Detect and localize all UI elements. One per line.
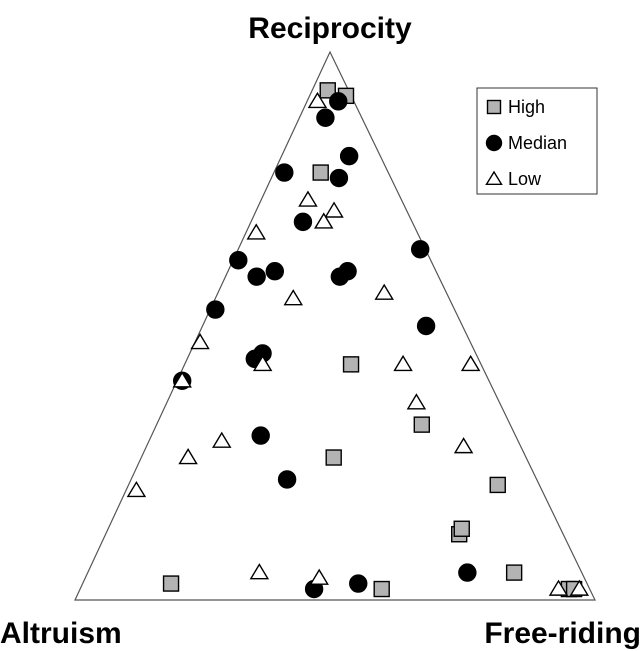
circle-marker: [330, 267, 350, 286]
circle-marker: [293, 212, 313, 232]
triangle-marker: [298, 190, 318, 207]
triangle-marker: [393, 354, 413, 372]
square-marker: [325, 449, 342, 466]
circle-marker: [206, 300, 225, 319]
circle-marker: [316, 108, 335, 127]
triangle-marker: [307, 91, 328, 109]
triangle-marker: [212, 431, 232, 448]
legend-marker: [486, 99, 502, 115]
triangle-marker: [246, 223, 266, 240]
circle-marker: [251, 426, 270, 445]
circle-marker: [277, 470, 297, 489]
circle-marker: [275, 163, 294, 182]
triangle-frame: [74, 50, 596, 601]
square-marker: [342, 356, 360, 373]
square-marker: [489, 476, 506, 494]
circle-marker: [329, 168, 349, 188]
circle-marker: [458, 563, 477, 582]
triangle-marker: [249, 563, 270, 580]
triangle-marker: [569, 579, 590, 596]
square-marker: [373, 580, 390, 598]
square-marker: [453, 520, 470, 537]
top-vertex-label: Reciprocity: [248, 12, 412, 45]
circle-marker: [349, 574, 368, 593]
circle-marker: [329, 92, 348, 111]
triangle-marker: [453, 437, 474, 454]
triangle-marker: [406, 393, 427, 410]
square-marker: [319, 82, 336, 99]
triangle-marker: [126, 480, 147, 498]
legend-label: Median: [508, 133, 567, 153]
legend: High Median Low: [476, 87, 598, 195]
points: [126, 82, 590, 599]
legend-label: Low: [508, 169, 542, 189]
triangle-marker: [309, 568, 329, 585]
triangle-marker: [374, 283, 394, 300]
legend-marker: [485, 170, 503, 185]
circle-marker: [229, 251, 248, 270]
left-vertex-label: Altruism: [0, 617, 122, 650]
triangle-marker: [252, 354, 273, 372]
circle-marker: [247, 267, 266, 286]
square-marker: [162, 575, 180, 592]
legend-marker: [485, 134, 503, 152]
legend-label: High: [508, 97, 545, 117]
triangle-marker: [460, 354, 481, 372]
triangle-marker: [178, 448, 198, 465]
square-marker: [312, 164, 329, 181]
triangle-marker: [314, 212, 334, 229]
circle-marker: [339, 146, 359, 166]
circle-marker: [265, 262, 284, 281]
circle-marker: [416, 316, 436, 336]
square-marker: [413, 416, 430, 433]
triangle-marker: [283, 289, 303, 306]
right-vertex-label: Free-riding: [484, 617, 641, 650]
triangle-marker: [548, 579, 569, 596]
square-marker: [505, 564, 523, 581]
triangle-marker: [190, 332, 210, 350]
triangle-marker: [172, 371, 192, 388]
triangle-marker: [324, 201, 344, 218]
circle-marker: [411, 240, 430, 259]
